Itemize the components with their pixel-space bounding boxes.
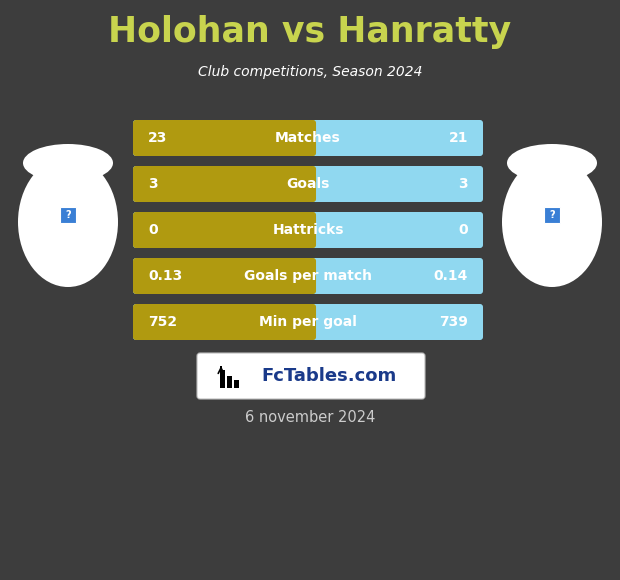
Text: Club competitions, Season 2024: Club competitions, Season 2024: [198, 65, 422, 79]
FancyBboxPatch shape: [133, 120, 483, 156]
FancyBboxPatch shape: [133, 258, 483, 294]
Ellipse shape: [18, 157, 118, 287]
Text: 6 november 2024: 6 november 2024: [245, 411, 375, 426]
Text: 752: 752: [148, 315, 177, 329]
Bar: [60, 207, 76, 223]
Bar: [544, 207, 560, 223]
FancyBboxPatch shape: [133, 304, 483, 340]
Text: Goals: Goals: [286, 177, 330, 191]
Text: ?: ?: [65, 210, 71, 220]
Text: 23: 23: [148, 131, 167, 145]
Text: Matches: Matches: [275, 131, 341, 145]
Text: 739: 739: [439, 315, 468, 329]
FancyBboxPatch shape: [133, 120, 316, 156]
FancyBboxPatch shape: [133, 258, 316, 294]
FancyBboxPatch shape: [133, 212, 483, 248]
Text: 3: 3: [458, 177, 468, 191]
Ellipse shape: [23, 144, 113, 182]
Ellipse shape: [507, 144, 597, 182]
Text: ?: ?: [549, 210, 555, 220]
Text: Holohan vs Hanratty: Holohan vs Hanratty: [108, 15, 511, 49]
Text: Hattricks: Hattricks: [272, 223, 343, 237]
Text: 0.13: 0.13: [148, 269, 182, 283]
Bar: [309, 169, 315, 199]
Bar: [309, 261, 315, 291]
FancyBboxPatch shape: [133, 304, 316, 340]
Bar: [220, 370, 225, 388]
Bar: [309, 215, 315, 245]
Text: 21: 21: [448, 131, 468, 145]
FancyBboxPatch shape: [133, 166, 483, 202]
Bar: [309, 123, 315, 153]
Text: 0.14: 0.14: [433, 269, 468, 283]
Bar: [227, 376, 232, 388]
Text: 0: 0: [148, 223, 157, 237]
Text: Min per goal: Min per goal: [259, 315, 357, 329]
Bar: [309, 307, 315, 337]
Text: 3: 3: [148, 177, 157, 191]
Ellipse shape: [502, 157, 602, 287]
Text: FcTables.com: FcTables.com: [261, 367, 396, 385]
FancyBboxPatch shape: [133, 166, 316, 202]
FancyBboxPatch shape: [133, 212, 316, 248]
Text: Goals per match: Goals per match: [244, 269, 372, 283]
FancyBboxPatch shape: [197, 353, 425, 399]
Text: 0: 0: [458, 223, 468, 237]
Bar: [234, 380, 239, 388]
